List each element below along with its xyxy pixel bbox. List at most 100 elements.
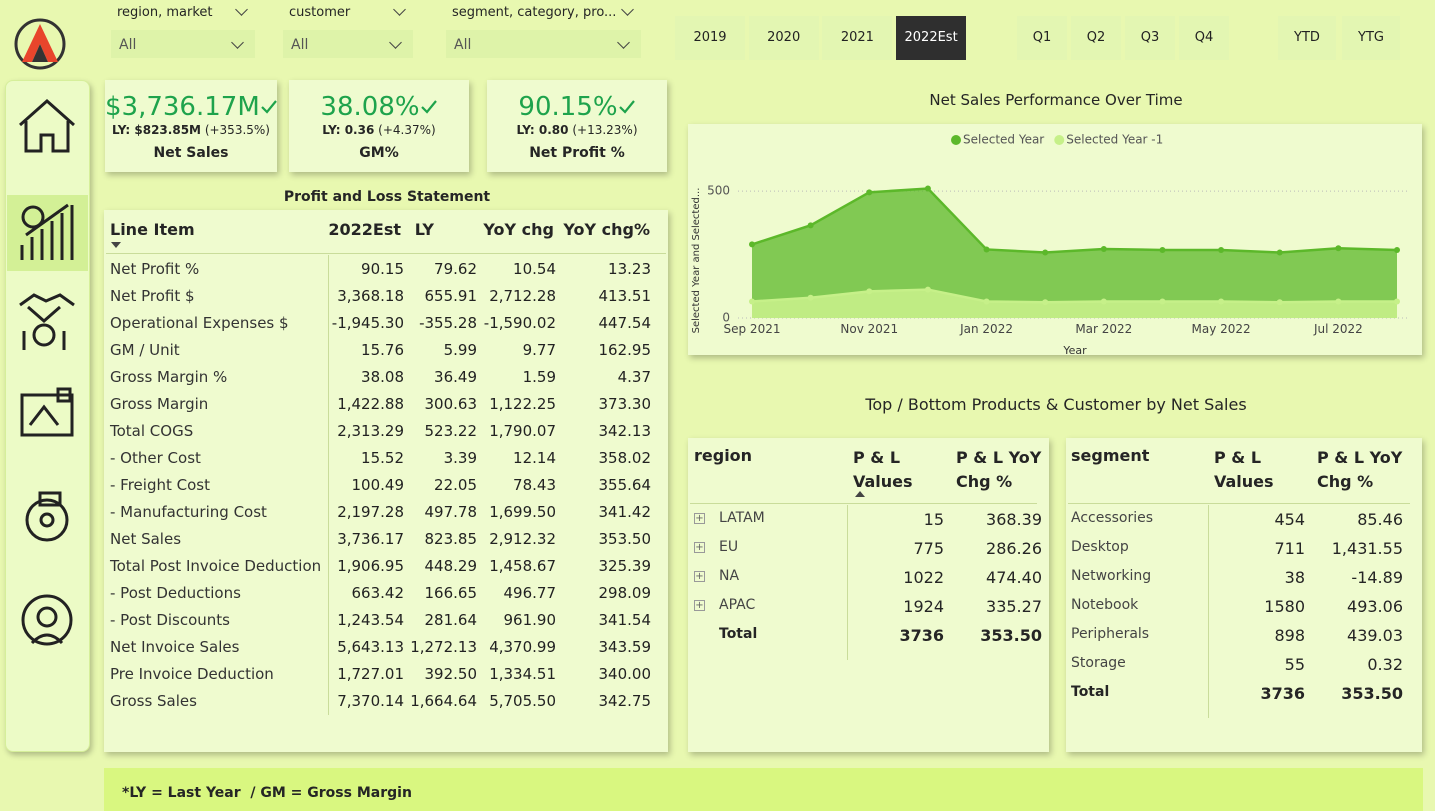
- column-rule: [847, 505, 848, 660]
- row-label: Total: [1071, 684, 1110, 700]
- customer-icon[interactable]: [21, 594, 73, 646]
- mini-panel: [1066, 438, 1422, 752]
- filter-dropdown[interactable]: [111, 30, 255, 58]
- cell: 368.39: [986, 510, 1042, 529]
- data-point: [1159, 298, 1166, 305]
- cell: 15.76: [361, 341, 404, 359]
- cell: 358.02: [598, 449, 652, 467]
- cell: 4,370.99: [489, 638, 556, 656]
- data-point: [866, 189, 873, 196]
- cell: 2,197.28: [337, 503, 404, 521]
- data-point: [1159, 246, 1166, 253]
- button-label: Q2: [1086, 30, 1106, 45]
- slicer-button[interactable]: Q1: [1017, 16, 1067, 60]
- cell: 392.50: [424, 665, 478, 683]
- legend-marker: [951, 135, 961, 145]
- cell: 1,790.07: [489, 422, 556, 440]
- slicer-button[interactable]: Q4: [1179, 16, 1229, 60]
- data-point: [807, 222, 814, 229]
- mini-panel: [688, 438, 1049, 752]
- data-point: [1276, 249, 1283, 256]
- kpi-ly: LY: 0.80: [516, 123, 569, 137]
- row-label: NA: [719, 568, 740, 584]
- data-point: [1100, 298, 1107, 305]
- row-label: Gross Margin %: [110, 368, 228, 386]
- row-label: Accessories: [1071, 510, 1154, 526]
- filter-dropdown[interactable]: [283, 30, 413, 58]
- cell: 341.54: [598, 611, 652, 629]
- kpi-ly-row: LY: $823.85M (+353.5%): [105, 122, 277, 138]
- cell: 439.03: [1347, 626, 1403, 645]
- x-tick-label: May 2022: [1192, 322, 1251, 336]
- expand-button[interactable]: +: [694, 513, 705, 524]
- deal-icon[interactable]: [19, 293, 75, 350]
- x-tick-label: Mar 2022: [1075, 322, 1132, 336]
- row-label: Notebook: [1071, 597, 1139, 613]
- filter-value: All: [291, 37, 309, 53]
- cell: 286.26: [986, 539, 1042, 558]
- cell: 2,912.32: [489, 530, 556, 548]
- slicer-button[interactable]: 2019: [675, 16, 745, 60]
- sales-icon[interactable]: [20, 203, 74, 260]
- filter-value: All: [119, 37, 137, 53]
- cell: 1,906.95: [337, 557, 404, 575]
- column-rule: [1208, 505, 1209, 718]
- cell: 79.62: [434, 260, 477, 278]
- cell: 711: [1274, 539, 1305, 558]
- cell: 7,370.14: [337, 692, 404, 710]
- nav-icons[interactable]: [14, 95, 80, 735]
- slicer-button[interactable]: Q3: [1125, 16, 1175, 60]
- button-label: Q1: [1032, 30, 1052, 45]
- filter-dropdown[interactable]: [446, 30, 641, 58]
- cell: 1924: [903, 597, 944, 616]
- slicer-button[interactable]: Q2: [1071, 16, 1121, 60]
- cell: 1,422.88: [337, 395, 404, 413]
- y-axis-label: Selected Year and Selected...: [691, 188, 702, 334]
- x-tick-label: Nov 2021: [840, 322, 898, 336]
- row-label: Operational Expenses $: [110, 314, 289, 332]
- data-point: [983, 298, 990, 305]
- row-label: - Post Discounts: [110, 611, 230, 629]
- slicer-button[interactable]: YTG: [1342, 16, 1400, 60]
- row-label: Total COGS: [110, 422, 194, 440]
- button-label: 2020: [767, 30, 801, 45]
- slicer-button[interactable]: YTD: [1278, 16, 1336, 60]
- button-label: 2019: [693, 30, 727, 45]
- cell: 341.42: [598, 503, 652, 521]
- home-icon[interactable]: [19, 98, 75, 153]
- expand-button[interactable]: +: [694, 600, 705, 611]
- expand-button[interactable]: +: [694, 542, 705, 553]
- row-label: Storage: [1071, 655, 1126, 671]
- logistics-icon[interactable]: [25, 491, 69, 542]
- cell: 78.43: [513, 476, 556, 494]
- marketing-icon[interactable]: [20, 387, 74, 437]
- kpi-label: GM%: [359, 145, 399, 161]
- row-label: - Manufacturing Cost: [110, 503, 267, 521]
- row-label: Total Post Invoice Deduction: [110, 557, 322, 575]
- cell: 12.14: [513, 449, 556, 467]
- row-label: Gross Margin: [110, 395, 209, 413]
- logo: [14, 18, 66, 70]
- cell: 1.59: [522, 368, 556, 386]
- header-rule: [1068, 503, 1410, 504]
- row-label: Networking: [1071, 568, 1152, 584]
- kpi-ly-row: LY: 0.80 (+13.23%): [487, 122, 667, 138]
- cell: 13.23: [608, 260, 651, 278]
- slicer-button[interactable]: 2022Est: [896, 16, 967, 60]
- slicer-button[interactable]: 2021: [822, 16, 893, 60]
- slicer-button[interactable]: 2020: [748, 16, 819, 60]
- footnote: *LY = Last Year / GM = Gross Margin: [122, 785, 412, 801]
- cell: 353.50: [1341, 684, 1403, 703]
- data-point: [1335, 245, 1342, 252]
- kpi-value-row: $3,736.17M: [105, 92, 277, 122]
- cell: 1580: [1264, 597, 1305, 616]
- y-tick-label: 0: [722, 311, 730, 325]
- cell: 496.77: [503, 584, 557, 602]
- cell: -1,945.30: [331, 314, 404, 332]
- expand-button[interactable]: +: [694, 571, 705, 582]
- cell: 162.95: [598, 341, 652, 359]
- data-point: [1394, 246, 1400, 253]
- filter-label: region, market: [117, 5, 213, 20]
- cell: 298.09: [598, 584, 652, 602]
- cell: 3736: [899, 626, 944, 645]
